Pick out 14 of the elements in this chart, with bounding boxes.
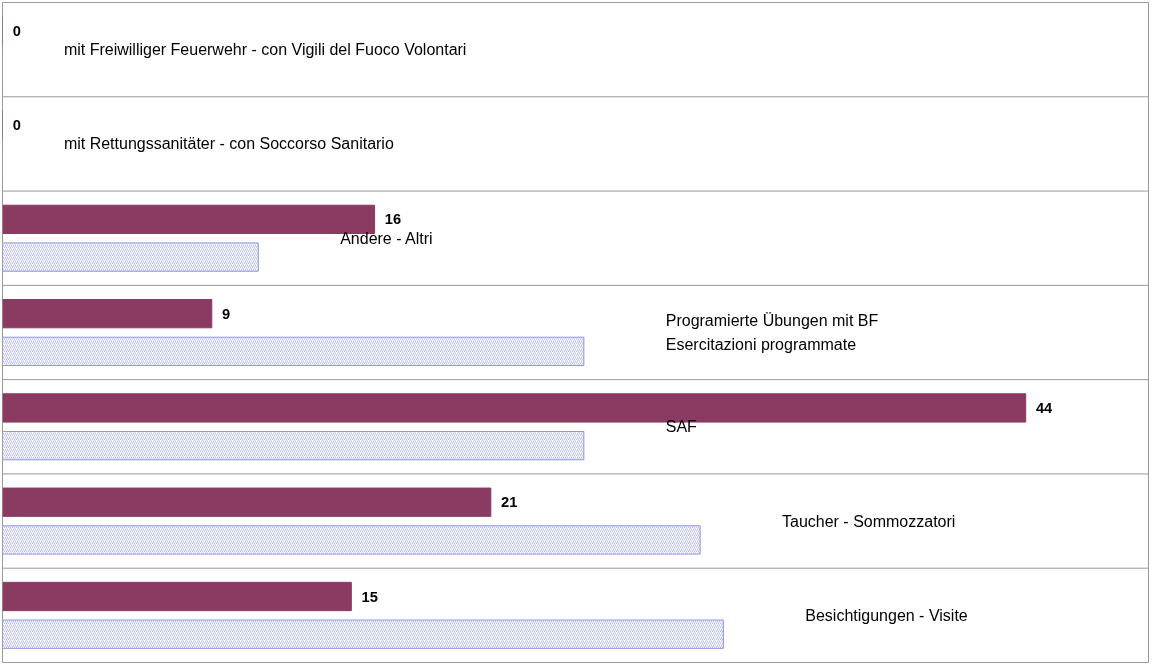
- y-tick-label: Taucher - Sommozzatori: [782, 512, 956, 530]
- y-tick-label: mit Rettungssanitäter - con Soccorso Sanitario: [63, 135, 394, 153]
- data-label: 0: [12, 22, 21, 39]
- data-label: 15: [361, 588, 378, 605]
- y-tick-label: Besichtigungen - Visite: [805, 606, 968, 624]
- y-tick-label: Andere - Altri: [340, 229, 433, 247]
- y-tick-label: Programierte Übungen mit BF Esercitazioni programmate: [665, 312, 879, 353]
- data-label: 0: [12, 117, 21, 134]
- y-tick-label: SAF: [665, 418, 698, 436]
- data-label: 21: [501, 494, 518, 511]
- data-label: 16: [384, 211, 402, 228]
- data-label: 9: [222, 305, 231, 322]
- data-label: 44: [1035, 399, 1054, 416]
- y-tick-label: mit Freiwilliger Feuerwehr - con Vigili del Fuoco Volontari: [63, 41, 467, 59]
